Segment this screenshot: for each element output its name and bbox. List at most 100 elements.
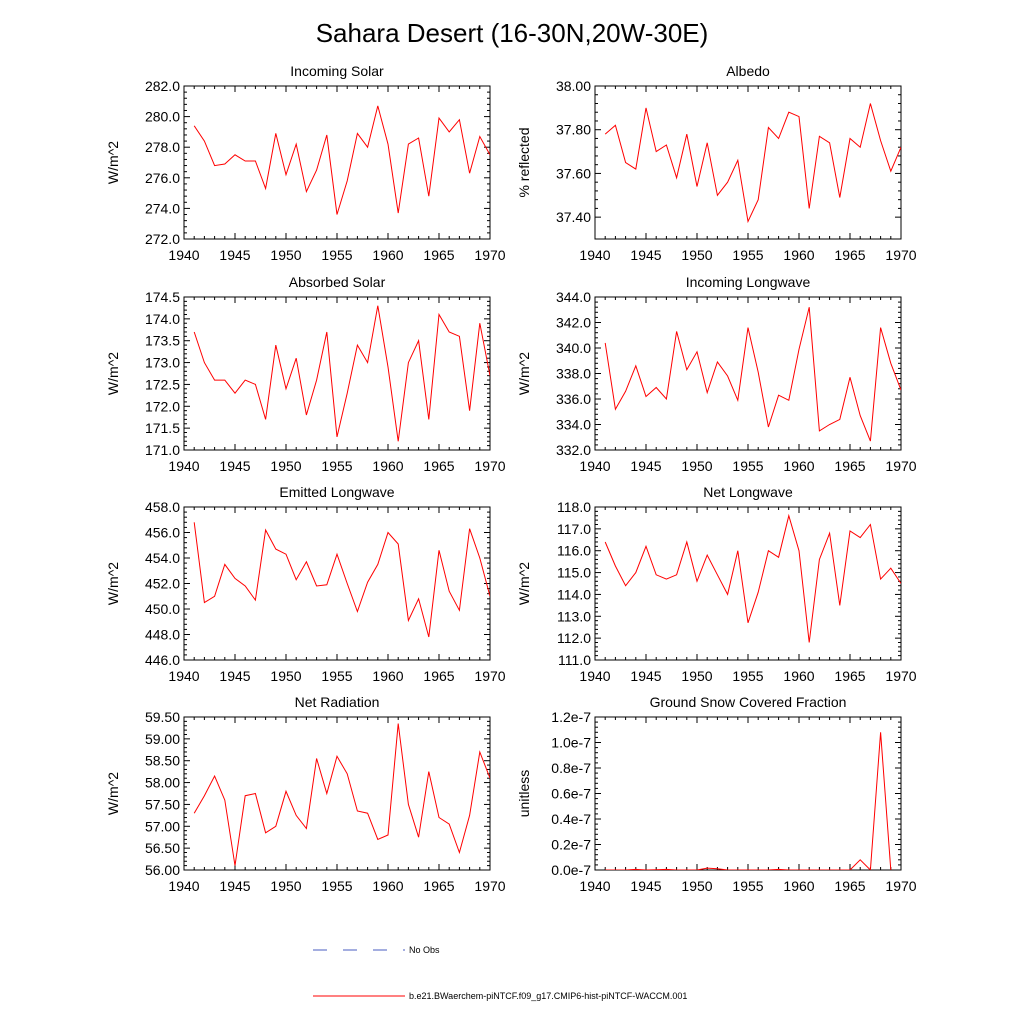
y-axis-label: W/m^2 (105, 141, 121, 184)
y-tick-label: 274.0 (145, 200, 180, 216)
panel-title: Albedo (726, 63, 770, 79)
chart-panel: Albedo 1940 1945 1950 1955 1960 1965 1970 37.40 3… (516, 63, 917, 263)
y-tick-label: 272.0 (145, 231, 180, 247)
y-tick-label: 332.0 (556, 442, 591, 458)
x-tick-label: 1945 (630, 878, 661, 894)
plot-frame (183, 85, 491, 240)
y-tick-label: 0.6e-7 (551, 786, 591, 802)
y-tick-label: 336.0 (556, 391, 591, 407)
x-tick-label: 1940 (579, 668, 610, 684)
x-tick-label: 1950 (681, 247, 712, 263)
x-tick-label: 1970 (474, 247, 505, 263)
y-tick-label: 59.50 (145, 709, 180, 725)
chart-panel: Net Longwave 1940 1945 1950 1955 1960 1965 1970… (516, 484, 917, 684)
x-tick-label: 1970 (474, 458, 505, 474)
y-tick-label: 454.0 (145, 550, 180, 566)
y-tick-label: 282.0 (145, 78, 180, 94)
chart-panel: Net Radiation 1940 1945 1950 1955 1960 1965 197… (105, 694, 506, 894)
y-tick-label: 446.0 (145, 652, 180, 668)
y-tick-label: 344.0 (556, 289, 591, 305)
x-tick-label: 1960 (372, 247, 403, 263)
series-line (193, 305, 490, 442)
y-tick-label: 37.40 (556, 209, 591, 225)
y-tick-label: 452.0 (145, 576, 180, 592)
y-axis-label: % reflected (516, 127, 532, 197)
x-tick-label: 1955 (321, 458, 352, 474)
y-axis-label: W/m^2 (516, 352, 532, 395)
series-line (604, 103, 901, 224)
y-tick-label: 56.00 (145, 862, 180, 878)
chart-panel: Emitted Longwave 1940 1945 1950 1955 1960 1965… (105, 484, 506, 684)
y-tick-label: 458.0 (145, 499, 180, 515)
x-tick-label: 1955 (732, 247, 763, 263)
chart-panel: Incoming Solar 1940 1945 1950 1955 1960 1965 19… (105, 63, 506, 263)
y-tick-label: 173.5 (145, 333, 180, 349)
x-tick-label: 1960 (372, 878, 403, 894)
x-tick-label: 1940 (168, 668, 199, 684)
y-tick-label: 112.0 (557, 630, 591, 646)
plot-frame (594, 506, 902, 661)
y-axis-label: W/m^2 (516, 562, 532, 605)
figure-title: Sahara Desert (16-30N,20W-30E) (316, 18, 709, 48)
x-tick-label: 1950 (681, 878, 712, 894)
x-tick-label: 1965 (834, 247, 865, 263)
x-tick-label: 1965 (423, 878, 454, 894)
x-tick-label: 1965 (423, 247, 454, 263)
x-tick-label: 1955 (321, 247, 352, 263)
x-tick-label: 1965 (834, 668, 865, 684)
y-axis-label: unitless (516, 770, 532, 817)
y-tick-label: 174.0 (145, 311, 180, 327)
y-tick-label: 172.0 (145, 398, 180, 414)
y-tick-label: 57.50 (145, 796, 180, 812)
y-tick-label: 58.00 (145, 775, 180, 791)
x-tick-label: 1940 (168, 247, 199, 263)
chart-panel: Absorbed Solar 1940 1945 1950 1955 1960 1965 19… (105, 274, 506, 474)
x-tick-label: 1950 (270, 668, 301, 684)
y-tick-label: 280.0 (145, 109, 180, 125)
y-tick-label: 37.80 (556, 122, 591, 138)
chart-panels: Incoming Solar 1940 1945 1950 1955 1960 1965 19… (105, 63, 917, 894)
panel-title: Incoming Longwave (686, 274, 811, 290)
y-tick-label: 276.0 (145, 170, 180, 186)
legend-obs-label: No Obs (409, 945, 440, 955)
panel-title: Emitted Longwave (279, 484, 394, 500)
y-tick-label: 172.5 (145, 376, 180, 392)
y-tick-label: 1.0e-7 (551, 735, 591, 751)
plot-frame (183, 506, 491, 661)
y-tick-label: 37.60 (556, 165, 591, 181)
y-tick-label: 338.0 (556, 366, 591, 382)
series-line (605, 732, 892, 870)
y-tick-label: 450.0 (145, 601, 180, 617)
y-tick-label: 38.00 (556, 78, 591, 94)
y-axis-label: W/m^2 (105, 562, 121, 605)
y-tick-label: 448.0 (145, 627, 180, 643)
chart-panel: Incoming Longwave 1940 1945 1950 1955 1960 196… (516, 274, 917, 474)
x-tick-label: 1970 (474, 878, 505, 894)
y-tick-label: 278.0 (145, 139, 180, 155)
panel-title: Net Longwave (703, 484, 793, 500)
series-line (193, 723, 490, 866)
plot-frame (594, 85, 902, 240)
y-tick-label: 340.0 (556, 340, 591, 356)
x-tick-label: 1945 (630, 458, 661, 474)
x-tick-label: 1945 (630, 668, 661, 684)
x-tick-label: 1955 (321, 668, 352, 684)
x-tick-label: 1950 (681, 458, 712, 474)
x-tick-label: 1940 (168, 878, 199, 894)
y-axis-label: W/m^2 (105, 352, 121, 395)
y-tick-label: 1.2e-7 (551, 709, 591, 725)
y-tick-label: 117.0 (557, 521, 591, 537)
plot-frame (594, 716, 902, 871)
y-tick-label: 334.0 (556, 417, 591, 433)
x-tick-label: 1945 (630, 247, 661, 263)
y-tick-label: 456.0 (145, 525, 180, 541)
y-tick-label: 59.00 (145, 731, 180, 747)
series-line (193, 105, 490, 215)
x-tick-label: 1960 (783, 668, 814, 684)
x-tick-label: 1960 (783, 247, 814, 263)
plot-frame (183, 296, 491, 451)
x-tick-label: 1945 (219, 247, 250, 263)
y-tick-label: 0.8e-7 (551, 760, 591, 776)
x-tick-label: 1960 (372, 668, 403, 684)
